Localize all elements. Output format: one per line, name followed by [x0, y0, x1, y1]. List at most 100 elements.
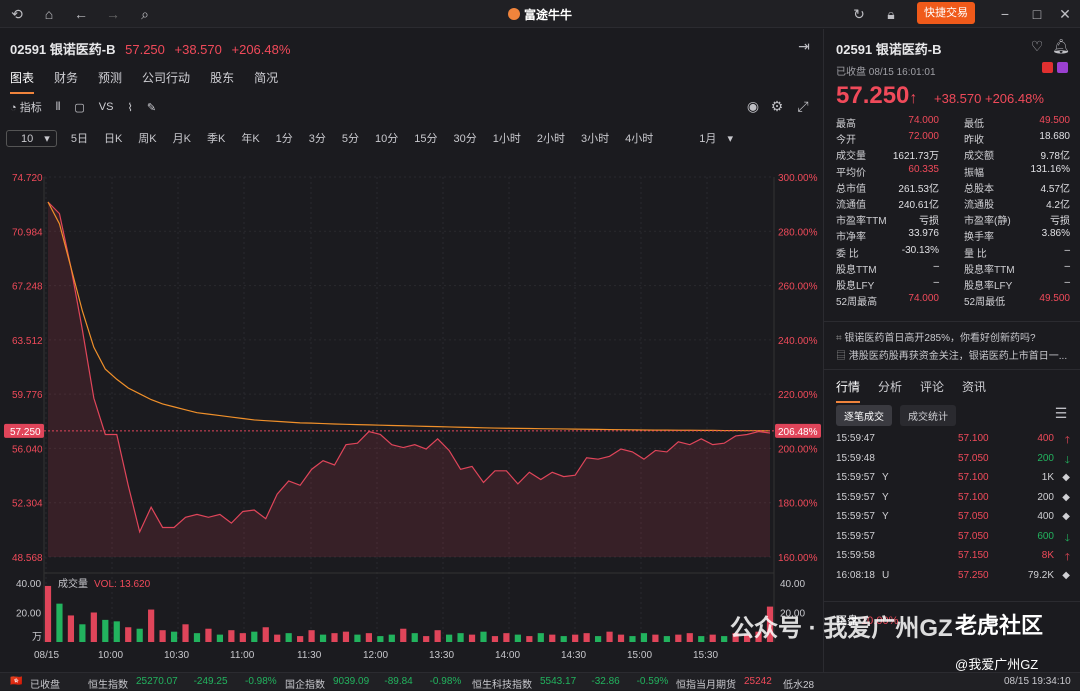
up-arrow-icon: ↑	[909, 90, 918, 107]
search-icon[interactable]: ⌕	[141, 6, 149, 22]
period-day[interactable]: 日K	[103, 133, 123, 145]
tab-finance[interactable]: 财务	[54, 71, 79, 85]
vol-unit: 万	[32, 632, 42, 643]
tab-tick-trades[interactable]: 逐笔成交	[836, 405, 892, 426]
y-tick-label: 56.040	[12, 444, 43, 455]
last-pct-tag: 206.48%	[778, 427, 818, 438]
tab-corporate-actions[interactable]: 公司行动	[142, 71, 191, 85]
close-icon[interactable]: ✕	[1059, 6, 1071, 22]
period-month[interactable]: 月K	[172, 133, 191, 145]
tab-profile[interactable]: 简况	[254, 71, 279, 85]
tab-analysis[interactable]: 分析	[878, 380, 903, 394]
quote-change: +38.570 +206.48%	[934, 91, 1044, 106]
settings-icon[interactable]: ⚙	[770, 98, 784, 114]
period-30m[interactable]: 30分	[453, 133, 477, 145]
draw-icon[interactable]: ✎	[146, 101, 157, 114]
price-chart[interactable]: 74.720 70.984 67.248 63.512 59.776 56.040 52.3…	[0, 157, 822, 672]
period-5d[interactable]: 5日	[70, 133, 88, 145]
index-name: 国企指数	[285, 680, 325, 691]
trade-price: 57.100	[958, 472, 989, 483]
trade-time: 15:59:48	[836, 452, 875, 464]
period-year[interactable]: 年K	[241, 133, 260, 145]
camera-icon[interactable]: ◉	[746, 98, 760, 114]
trade-volume: 200	[1037, 491, 1054, 503]
pct-tick-label: 240.00%	[778, 336, 818, 347]
volume-bar	[640, 633, 648, 642]
square-icon[interactable]: ▢	[74, 101, 85, 114]
period-selector[interactable]: 10 ▾	[6, 129, 57, 147]
down-arrow-icon: 🡓	[1064, 532, 1070, 544]
period-3h[interactable]: 3小时	[581, 133, 610, 145]
refresh-icon[interactable]: ↻	[853, 6, 865, 22]
brand-icon	[508, 8, 520, 20]
stat-row: 成交量 1621.73万 成交额 9.78亿	[836, 147, 1070, 163]
volume-bar	[629, 636, 636, 642]
chart-style-icon[interactable]: ⌇	[127, 101, 133, 114]
quick-trade-button[interactable]: 快捷交易	[917, 2, 975, 24]
tab-news[interactable]: 资讯	[962, 380, 987, 394]
tab-shareholders[interactable]: 股东	[210, 71, 235, 85]
period-3m[interactable]: 3分	[308, 133, 326, 145]
trade-price: 57.100	[958, 491, 989, 503]
trade-row: 15:59:57 Y 57.100 200 ◆	[836, 492, 1070, 512]
tab-trade-stats[interactable]: 成交统计	[900, 405, 956, 426]
trade-time: 15:59:57	[836, 491, 875, 503]
trade-time: 15:59:57	[836, 511, 875, 522]
lock-icon[interactable]: 🔒︎	[887, 6, 895, 22]
stock-pct: +206.48%	[231, 42, 291, 57]
minimize-icon[interactable]: −	[1000, 6, 1010, 22]
volume-bar	[411, 633, 418, 642]
title-bar: ⟲ ⌂ ← → ⌕ 富途牛牛 ↻ 🔒︎ 快捷交易 − □ ✕	[0, 0, 1080, 28]
period-1h[interactable]: 1小时	[492, 133, 521, 145]
chart-panel: 02591 银诺医药-B 57.250 +38.570 +206.48% ⇥ 图…	[0, 29, 822, 672]
forward-icon[interactable]: →	[106, 6, 120, 22]
period-10m[interactable]: 10分	[375, 133, 399, 145]
stock-code: 02591	[10, 42, 47, 57]
volume-bar	[56, 603, 63, 642]
news-item[interactable]: ⌗ 银诺医药首日高开285%，你看好创新药吗?	[836, 329, 1070, 347]
maximize-icon[interactable]: □	[1032, 6, 1042, 22]
volume-bar	[170, 631, 178, 642]
period-week[interactable]: 周K	[138, 133, 157, 145]
list-icon[interactable]: ☰	[1054, 405, 1068, 421]
period-2h[interactable]: 2小时	[536, 133, 566, 145]
tab-comments[interactable]: 评论	[920, 380, 945, 394]
pct-tick-label: 260.00%	[778, 282, 818, 293]
stat-label: 平均价	[836, 167, 866, 179]
trade-price: 57.100	[958, 433, 989, 444]
vol-tick-label: 40.00	[16, 579, 41, 590]
news-item[interactable]: ▤ 港股医药股再获资金关注，银诺医药上市首日一...	[836, 347, 1070, 365]
fullscreen-icon[interactable]: ⤢	[797, 98, 809, 114]
expand-panel-icon[interactable]: ⇥	[798, 38, 810, 54]
candle-icon[interactable]: ⫴	[55, 100, 61, 113]
heart-icon[interactable]: ♡	[1030, 38, 1044, 54]
tab-forecast[interactable]: 预测	[98, 71, 123, 85]
indicator-button[interactable]: ◔ 指标	[10, 99, 42, 115]
tab-quotes[interactable]: 行情	[836, 378, 861, 403]
volume-bar	[583, 633, 590, 642]
tab-chart[interactable]: 图表	[10, 69, 35, 94]
stat-row: 流通值 240.61亿 流通股 4.2亿	[836, 196, 1070, 212]
quote-code: 02591	[836, 42, 873, 57]
volume-bar	[342, 631, 350, 642]
bell-icon[interactable]: 🔔︎	[1052, 38, 1070, 54]
period-5m[interactable]: 5分	[341, 133, 360, 145]
back-icon[interactable]: ←	[74, 6, 88, 22]
period-1m[interactable]: 1分	[275, 133, 293, 145]
vol-tick-label: 20.00	[16, 609, 41, 620]
stat-label: 最低	[964, 119, 984, 130]
home-icon[interactable]: ⌂	[44, 6, 54, 22]
stat-label: 换手率	[964, 232, 994, 244]
period-quarter[interactable]: 季K	[206, 133, 226, 145]
stock-header: 02591 银诺医药-B 57.250 +38.570 +206.48%	[10, 39, 290, 58]
quote-title: 02591 银诺医药-B	[836, 39, 942, 58]
history-icon[interactable]: ⟲	[11, 6, 23, 22]
period-4h[interactable]: 4小时	[625, 133, 654, 145]
period-1mo-dropdown[interactable]: 1月 ▾	[683, 130, 741, 146]
trade-row: 15:59:57 57.050 600 🡓	[836, 531, 1070, 551]
compare-button[interactable]: VS	[98, 101, 114, 113]
period-15m[interactable]: 15分	[414, 133, 438, 145]
volume-bar	[457, 633, 464, 642]
stat-label: 流通值	[836, 199, 866, 211]
stat-row: 委 比 -30.13% 量 比 –	[836, 245, 1070, 261]
